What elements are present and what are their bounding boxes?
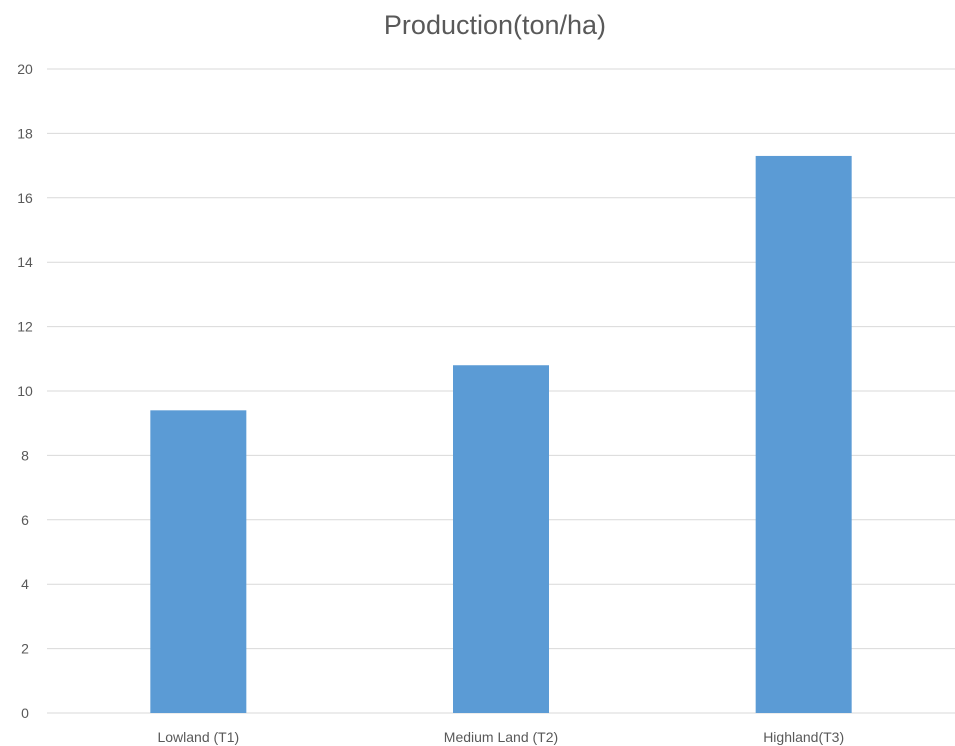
x-tick-label: Highland(T3) bbox=[763, 729, 844, 745]
x-tick-label: Medium Land (T2) bbox=[444, 729, 558, 745]
bar bbox=[150, 410, 247, 713]
y-tick-label: 4 bbox=[21, 576, 29, 592]
y-tick-label: 14 bbox=[17, 254, 33, 270]
y-tick-label: 10 bbox=[17, 383, 33, 399]
y-tick-label: 18 bbox=[17, 125, 33, 141]
y-tick-label: 2 bbox=[21, 641, 29, 657]
bar bbox=[453, 365, 549, 713]
y-tick-label: 20 bbox=[17, 61, 33, 77]
chart-title: Production(ton/ha) bbox=[383, 10, 607, 40]
x-tick-label: Lowland (T1) bbox=[157, 729, 239, 745]
bar bbox=[755, 155, 852, 713]
y-tick-label: 6 bbox=[21, 512, 29, 528]
y-tick-label: 16 bbox=[17, 190, 33, 206]
y-tick-label: 0 bbox=[21, 705, 29, 721]
y-tick-label: 8 bbox=[21, 447, 29, 463]
x-axis-ticks: Lowland (T1) Medium Land (T2) Highland(T3) bbox=[157, 729, 844, 745]
bars bbox=[150, 155, 852, 713]
y-tick-label: 12 bbox=[17, 319, 33, 335]
y-axis-ticks: 0 2 4 6 8 10 12 14 16 18 20 bbox=[17, 61, 33, 721]
